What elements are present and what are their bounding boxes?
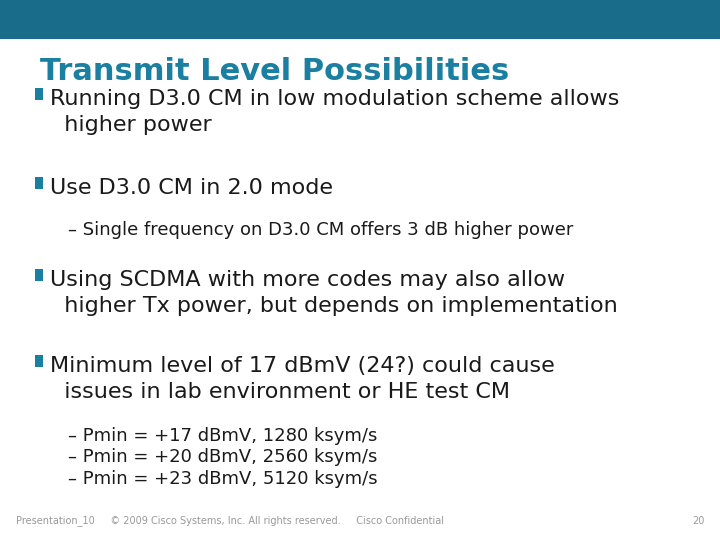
Text: Use D3.0 CM in 2.0 mode: Use D3.0 CM in 2.0 mode [50, 178, 333, 198]
FancyBboxPatch shape [35, 177, 43, 189]
FancyBboxPatch shape [0, 0, 720, 39]
FancyBboxPatch shape [35, 88, 43, 100]
Text: 20: 20 [692, 516, 704, 526]
Text: Transmit Level Possibilities: Transmit Level Possibilities [40, 57, 509, 86]
Text: Presentation_10     © 2009 Cisco Systems, Inc. All rights reserved.     Cisco Co: Presentation_10 © 2009 Cisco Systems, In… [16, 516, 444, 526]
Text: Running D3.0 CM in low modulation scheme allows
  higher power: Running D3.0 CM in low modulation scheme… [50, 89, 620, 134]
FancyBboxPatch shape [35, 355, 43, 367]
Text: – Single frequency on D3.0 CM offers 3 dB higher power: – Single frequency on D3.0 CM offers 3 d… [68, 221, 574, 239]
Text: – Pmin = +23 dBmV, 5120 ksym/s: – Pmin = +23 dBmV, 5120 ksym/s [68, 470, 378, 488]
Text: Minimum level of 17 dBmV (24?) could cause
  issues in lab environment or HE tes: Minimum level of 17 dBmV (24?) could cau… [50, 356, 555, 402]
Text: – Pmin = +20 dBmV, 2560 ksym/s: – Pmin = +20 dBmV, 2560 ksym/s [68, 448, 378, 466]
Text: Using SCDMA with more codes may also allow
  higher Tx power, but depends on imp: Using SCDMA with more codes may also all… [50, 270, 618, 315]
FancyBboxPatch shape [35, 269, 43, 281]
Text: – Pmin = +17 dBmV, 1280 ksym/s: – Pmin = +17 dBmV, 1280 ksym/s [68, 427, 378, 444]
